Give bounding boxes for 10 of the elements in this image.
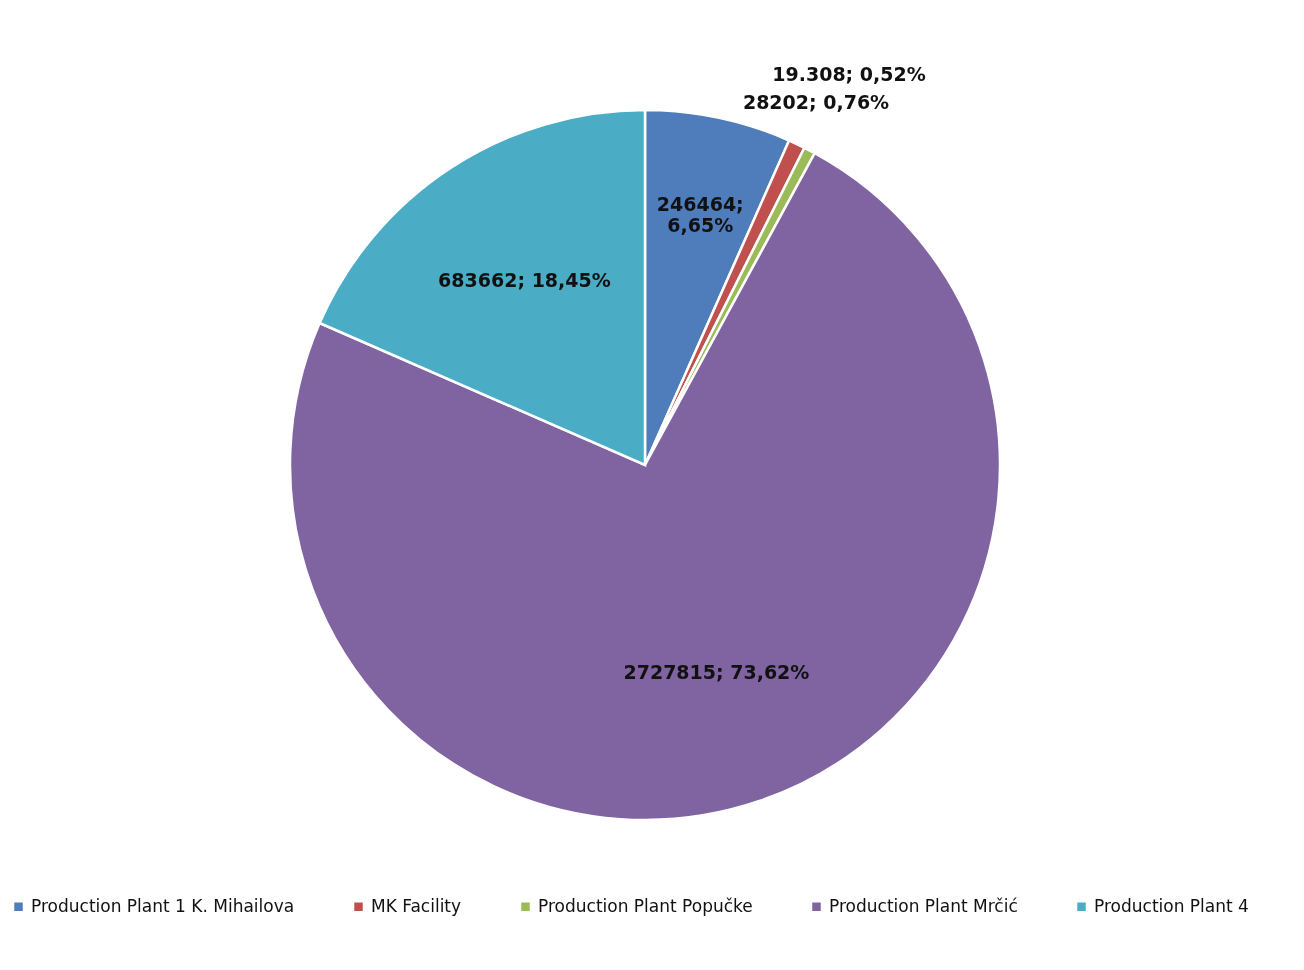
legend-label: MK Facility xyxy=(371,895,462,916)
data-label: 28202; 0,76% xyxy=(742,91,890,114)
legend-label: Production Plant 1 K. Mihailova xyxy=(31,895,295,916)
data-label: 683662; 18,45% xyxy=(438,268,611,291)
data-label: 2727815; 73,62% xyxy=(623,661,810,684)
legend-label: Production Plant Mrčić xyxy=(829,895,1018,916)
legend-label: Production Plant 4 xyxy=(1094,895,1249,916)
legend-label: Production Plant Popučke xyxy=(538,895,753,916)
data-label: 246464; 6,65% xyxy=(656,192,744,236)
data-label: 19.308; 0,52% xyxy=(772,63,926,86)
